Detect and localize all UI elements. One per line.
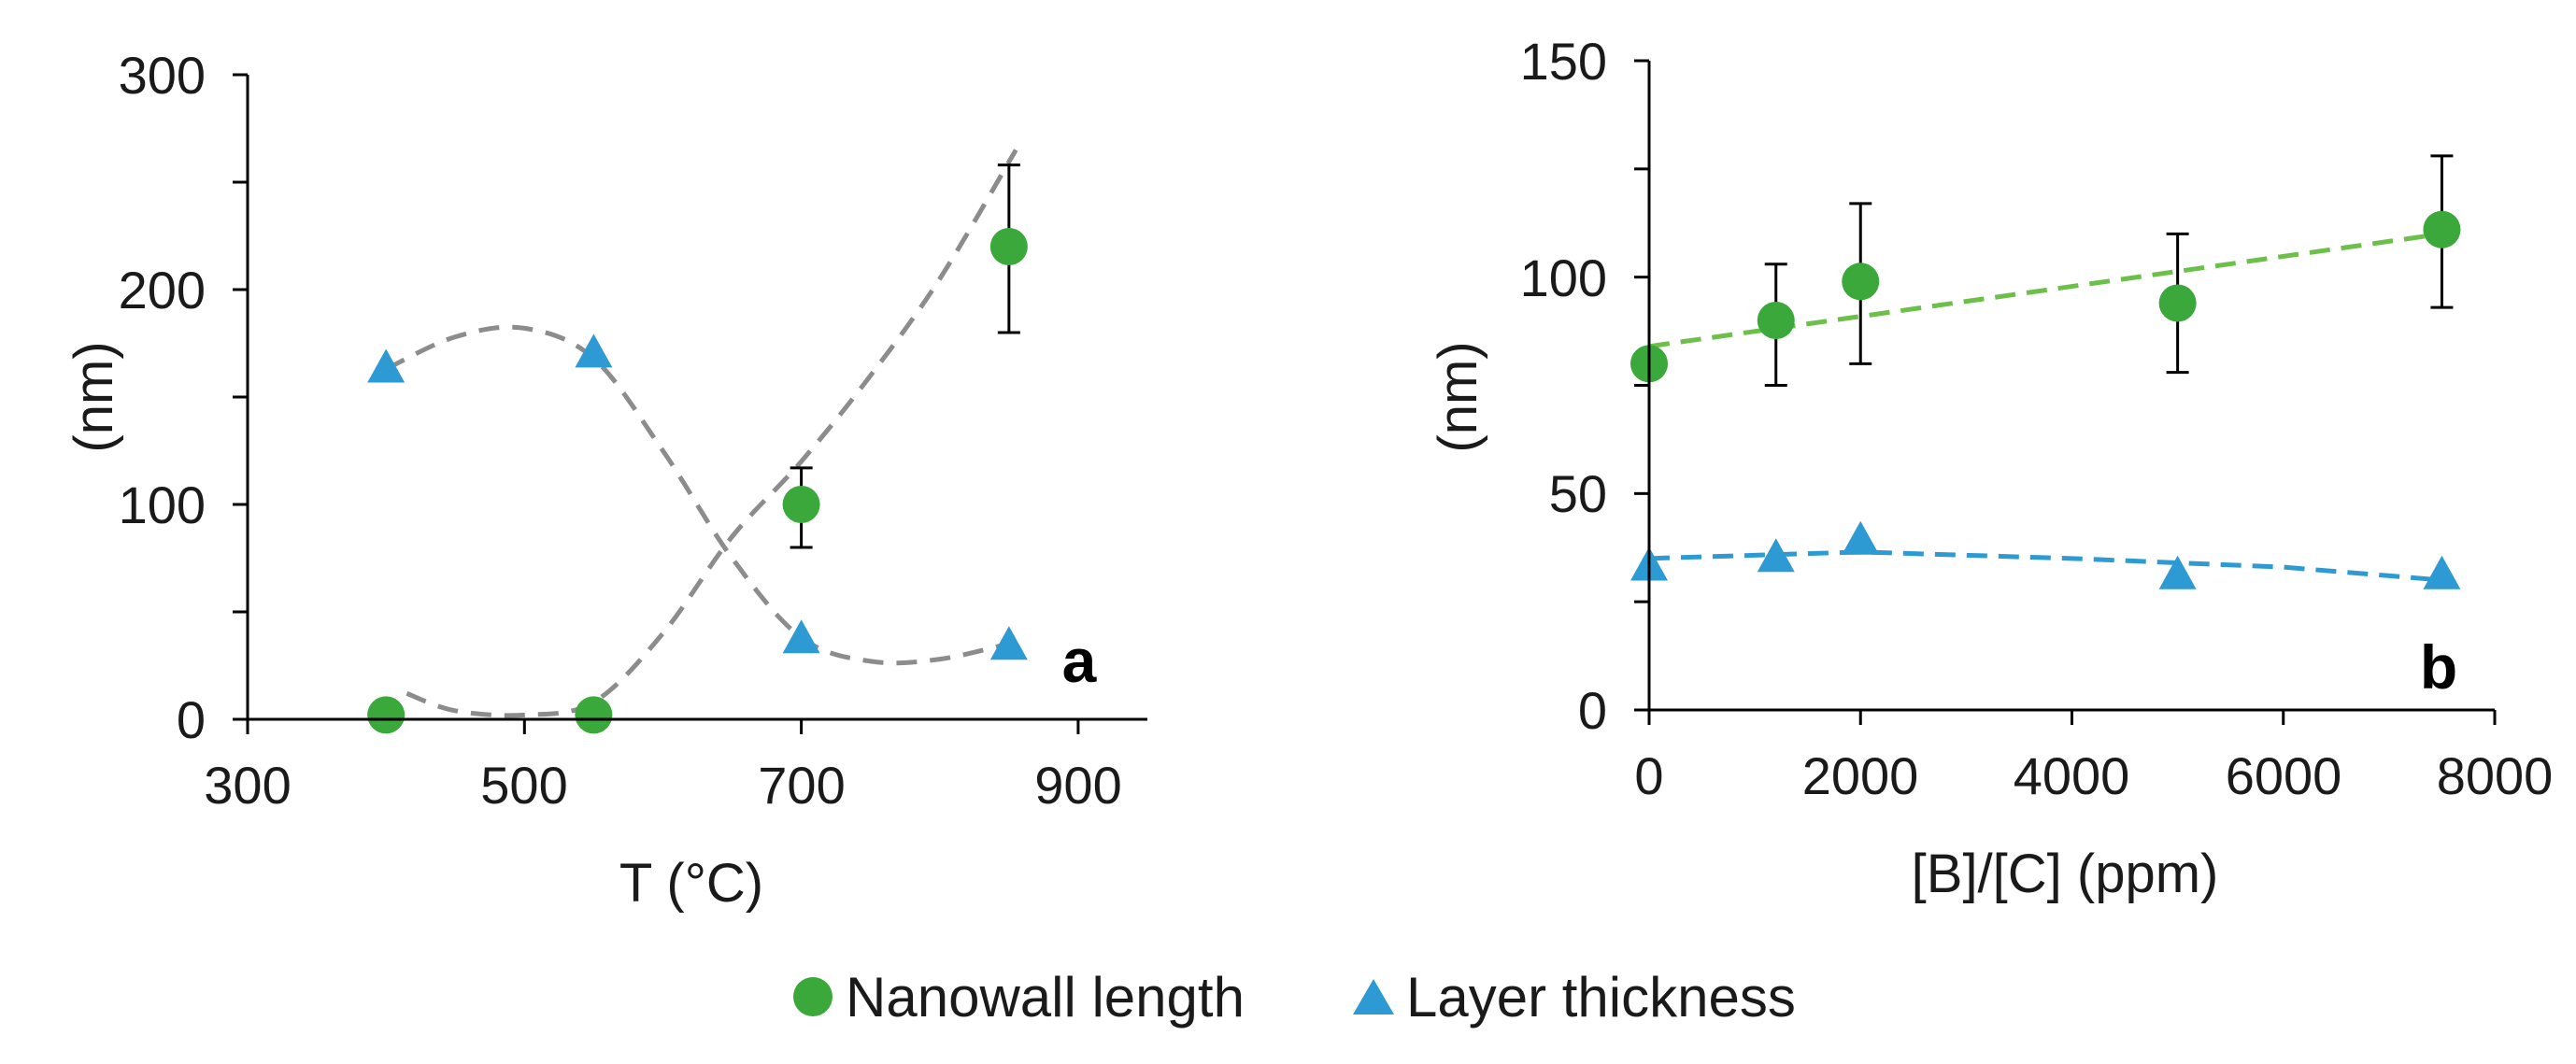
panel-a-xtick-label: 500	[480, 756, 567, 815]
panel-a-x-axis-title: T (°C)	[619, 853, 763, 914]
panel-a-ytick-label: 200	[119, 261, 206, 319]
nanowall-length-point	[1757, 302, 1795, 339]
panel-a-xtick-label: 300	[204, 756, 291, 815]
panel-b-xtick-label: 2000	[1802, 746, 1919, 805]
panel-a-ytick-label: 100	[119, 475, 206, 534]
layer-thickness-point	[1757, 538, 1795, 573]
layer-thickness-point	[782, 619, 820, 654]
panel-b-xtick-label: 6000	[2226, 746, 2342, 805]
panel-a-ticks	[233, 73, 1080, 734]
panel-a-ytick-label: 300	[119, 46, 206, 105]
layer-thickness-point	[2158, 555, 2197, 589]
nanowall-length-point	[1842, 262, 1880, 301]
panel-b-chart: 0 50 100 150 0 2000 4000 6000 8000 [B]/[…	[1428, 32, 2553, 904]
panel-a-letter: a	[1062, 626, 1098, 695]
nanowall-length-point	[575, 696, 613, 734]
layer-thickness-point	[989, 626, 1028, 660]
fit-line-layer	[385, 324, 1017, 666]
legend-triangle-marker	[1353, 979, 1394, 1014]
legend-circle-marker	[793, 977, 833, 1016]
panel-b-ytick-label: 150	[1520, 32, 1607, 91]
nanowall-length-point	[367, 696, 406, 734]
panel-a-ytick-label: 0	[177, 690, 206, 749]
panel-a-marks	[367, 149, 1028, 734]
panel-b-ytick-label: 0	[1578, 681, 1607, 740]
legend-label-nanowall-length: Nanowall length	[846, 966, 1245, 1029]
layer-thickness-point	[1842, 520, 1880, 555]
panel-b-x-axis-title: [B]/[C] (ppm)	[1912, 844, 2219, 904]
legend: Nanowall length Layer thickness	[793, 966, 1796, 1029]
panel-b-xtick-label: 4000	[2014, 746, 2130, 805]
fit-line-layer	[1648, 549, 2442, 583]
panel-a-xtick-label: 700	[758, 756, 845, 815]
panel-b-xtick-label: 8000	[2437, 746, 2554, 805]
nanowall-length-point	[2423, 210, 2461, 248]
nanowall-length-point	[2158, 284, 2197, 322]
panel-b-y-axis-title: (nm)	[1428, 341, 1488, 452]
panel-a-xtick-label: 900	[1034, 756, 1121, 815]
legend-label-layer-thickness: Layer thickness	[1406, 966, 1796, 1029]
panel-b-letter: b	[2420, 632, 2457, 702]
layer-thickness-point	[575, 333, 613, 368]
panel-b-marks	[1630, 154, 2461, 589]
panel-b-ytick-label: 50	[1549, 464, 1607, 523]
layer-thickness-point	[367, 348, 406, 383]
nanowall-length-point	[989, 228, 1028, 265]
panel-a-chart: 0 100 200 300 300 500 700 900 T (°C) (nm…	[64, 46, 1147, 914]
panel-a-y-axis-title: (nm)	[64, 341, 124, 452]
panel-b-ytick-label: 100	[1520, 248, 1607, 307]
fit-line-nanowall	[406, 149, 1018, 718]
layer-thickness-point	[2423, 555, 2461, 589]
nanowall-length-point	[782, 486, 820, 523]
panel-b-xtick-label: 0	[1634, 746, 1663, 805]
panel-b-ticks	[1634, 59, 2497, 725]
